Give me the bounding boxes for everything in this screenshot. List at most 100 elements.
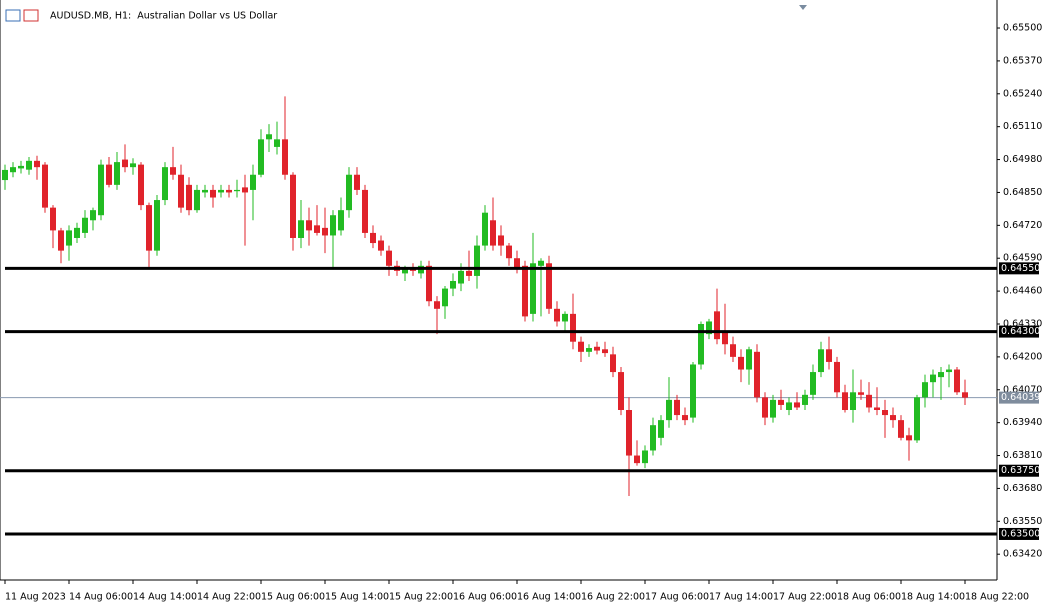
candle-body: [706, 321, 712, 335]
candle-body: [162, 167, 168, 201]
candle-body: [218, 189, 224, 193]
icon: [23, 9, 39, 22]
candle-body: [842, 392, 848, 411]
candle-body: [250, 174, 256, 190]
level-tag: [999, 262, 1039, 275]
x-tick-label: 17 Aug 22:00: [773, 592, 837, 603]
candle-body: [962, 392, 968, 398]
candle-body: [154, 200, 160, 251]
candle-body: [738, 356, 744, 370]
x-tick-label: 14 Aug 14:00: [133, 592, 197, 603]
y-tick-label: 0.64720: [1003, 220, 1042, 231]
candle-body: [386, 250, 392, 266]
candle-body: [938, 372, 944, 378]
candle-body: [866, 394, 872, 408]
x-tick-label: 14 Aug 06:00: [69, 592, 133, 603]
candle-body: [202, 189, 208, 193]
candle-body: [650, 425, 656, 451]
candle-body: [634, 455, 640, 464]
candle-body: [210, 189, 216, 198]
candle-body: [298, 220, 304, 238]
candle-body: [546, 263, 552, 309]
candle-body: [498, 235, 504, 246]
candle-body: [554, 308, 560, 322]
candle-body: [74, 227, 80, 238]
candle-body: [114, 162, 120, 185]
candle-body: [82, 217, 88, 233]
candle-body: [930, 374, 936, 383]
x-tick-label: 18 Aug 22:00: [965, 592, 1029, 603]
candle-body: [802, 394, 808, 405]
candle-body: [66, 230, 72, 246]
candle-body: [138, 164, 144, 206]
x-tick-label: 18 Aug 06:00: [837, 592, 901, 603]
candle-body: [10, 167, 16, 173]
candle-body: [562, 313, 568, 322]
candle-body: [226, 189, 232, 193]
candle-body: [306, 220, 312, 231]
icon: [5, 9, 21, 22]
candle-body: [538, 260, 544, 266]
x-tick-label: 14 Aug 22:00: [197, 592, 261, 603]
candle-body: [322, 227, 328, 236]
y-tick-label: 0.64460: [1003, 286, 1042, 297]
candle-body: [378, 240, 384, 251]
candle-body: [874, 407, 880, 411]
candle-body: [122, 159, 128, 168]
candle-body: [818, 349, 824, 373]
candle-body: [674, 399, 680, 416]
y-tick-label: 0.63810: [1003, 450, 1042, 461]
candle-body: [2, 169, 8, 181]
x-tick-label: 17 Aug 06:00: [645, 592, 709, 603]
candle-body: [698, 323, 704, 365]
level-label: 0.63500: [1001, 528, 1040, 539]
candle-body: [402, 268, 408, 274]
candle-body: [570, 313, 576, 342]
candle-body: [914, 397, 920, 441]
candle-body: [530, 263, 536, 314]
candle-body: [42, 164, 48, 208]
candle-body: [522, 265, 528, 317]
candle-body: [794, 402, 800, 408]
candle-body: [58, 230, 64, 251]
y-tick-label: 0.64330: [1003, 318, 1042, 329]
candle-body: [106, 164, 112, 185]
candle-body: [906, 435, 912, 441]
candle-body: [690, 364, 696, 418]
level-label: 0.64550: [1001, 263, 1040, 274]
candle-body: [170, 167, 176, 175]
candle-body: [602, 349, 608, 354]
candle-body: [490, 220, 496, 246]
y-tick-label: 0.63420: [1003, 549, 1042, 560]
candle-body: [314, 225, 320, 233]
candle-body: [826, 349, 832, 362]
candle-body: [922, 382, 928, 398]
candle-body: [354, 174, 360, 190]
candle-body: [434, 301, 440, 309]
x-tick-label: 15 Aug 14:00: [325, 592, 389, 603]
candle-body: [890, 415, 896, 421]
y-tick-label: 0.64980: [1003, 154, 1042, 165]
candle-body: [586, 348, 592, 352]
y-tick-label: 0.65110: [1003, 121, 1042, 132]
x-tick-label: 16 Aug 06:00: [453, 592, 517, 603]
candle-body: [282, 139, 288, 175]
candle-body: [346, 174, 352, 211]
candle-body: [26, 160, 32, 170]
candle-body: [178, 174, 184, 208]
candle-body: [466, 270, 472, 276]
candle-body: [858, 392, 864, 395]
candle-body: [730, 344, 736, 357]
y-tick-label: 0.65500: [1003, 23, 1042, 34]
candle-body: [266, 134, 272, 140]
candle-body: [778, 399, 784, 405]
candle-body: [770, 399, 776, 418]
candle-body: [578, 341, 584, 352]
candle-body: [258, 139, 264, 175]
candle-body: [234, 189, 240, 192]
x-tick-label: 16 Aug 14:00: [517, 592, 581, 603]
candle-body: [474, 245, 480, 276]
x-tick-label: 11 Aug 2023: [5, 592, 66, 603]
y-tick-label: 0.64200: [1003, 351, 1042, 362]
y-tick-label: 0.64590: [1003, 253, 1042, 264]
